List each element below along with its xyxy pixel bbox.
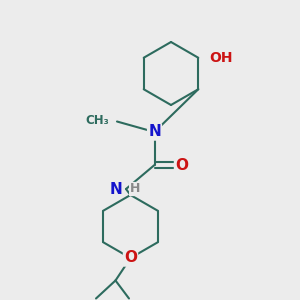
Text: O: O	[175, 158, 188, 172]
Text: OH: OH	[210, 51, 233, 65]
Text: O: O	[124, 250, 137, 266]
Text: N: N	[148, 124, 161, 140]
Text: H: H	[130, 182, 140, 196]
Text: CH₃: CH₃	[86, 113, 110, 127]
Text: N: N	[110, 182, 122, 196]
